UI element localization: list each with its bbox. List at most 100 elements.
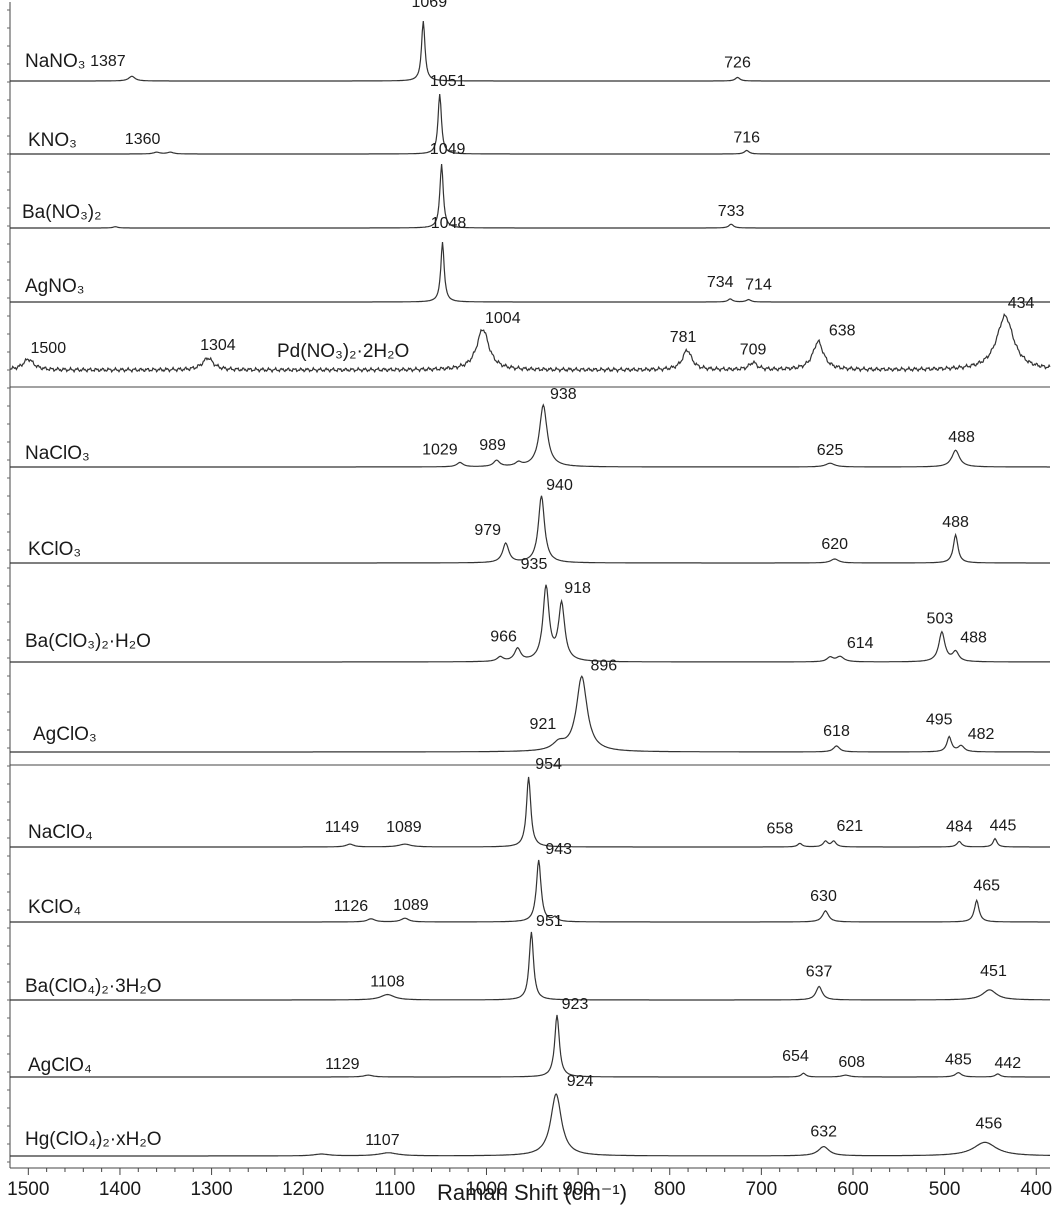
spectrum-trace — [10, 776, 1050, 848]
peak-label: 1149 — [325, 819, 360, 836]
peak-label: 1049 — [430, 141, 466, 158]
spectrum: KNO₃ 1360 1051 716 — [10, 73, 1050, 155]
spectrum: Ba(ClO₃)₂·H₂O 966 935 918 614 503 488 — [10, 556, 1050, 663]
peak-label: 1360 — [125, 131, 161, 148]
peak-label: 434 — [1008, 295, 1035, 312]
sample-label: AgNO₃ — [25, 276, 84, 297]
peak-label: 943 — [545, 841, 572, 858]
spectrum-trace — [10, 675, 1050, 753]
sample-label: Ba(ClO₄)₂·3H₂O — [25, 976, 162, 997]
peak-label: 951 — [536, 913, 563, 930]
peak-label: 620 — [821, 536, 848, 553]
spectrum: AgClO₄ 1129 923 654 608 485 442 — [10, 996, 1050, 1078]
peak-label: 658 — [767, 820, 794, 837]
peak-label: 781 — [670, 329, 697, 346]
peak-label: 488 — [948, 429, 975, 446]
sample-label: Hg(ClO₄)₂·xH₂O — [25, 1129, 162, 1150]
x-tick-label: 1200 — [282, 1179, 324, 1200]
peak-label: 733 — [718, 203, 745, 220]
peak-label: 918 — [564, 580, 591, 597]
spectrum-trace — [10, 241, 1050, 303]
left-axis-minor-ticks — [7, 9, 10, 1163]
peak-label: 618 — [823, 723, 850, 740]
peak-label: 989 — [479, 437, 506, 454]
peak-label: 1051 — [430, 73, 466, 90]
peak-label: 966 — [490, 629, 517, 646]
peak-label: 1069 — [412, 0, 448, 11]
x-tick-label: 1400 — [99, 1179, 141, 1200]
spectrum-trace — [10, 20, 1050, 82]
peak-label: 924 — [567, 1073, 594, 1090]
peak-label: 621 — [836, 818, 863, 835]
peak-label: 940 — [546, 477, 573, 494]
x-tick-label: 1300 — [190, 1179, 232, 1200]
peak-label: 921 — [530, 716, 557, 733]
peak-label: 1004 — [485, 310, 521, 327]
peak-label: 1500 — [31, 340, 67, 357]
x-tick-label: 900 — [562, 1179, 594, 1200]
sample-label: KClO₄ — [28, 897, 81, 918]
sample-label: AgClO₄ — [28, 1055, 92, 1076]
spectrum-trace — [10, 93, 1050, 155]
peak-label: 638 — [829, 323, 856, 340]
peak-label: 1387 — [90, 53, 126, 70]
peak-label: 935 — [521, 556, 548, 573]
sample-label: Ba(NO₃)₂ — [22, 202, 102, 223]
spectrum-trace — [10, 495, 1050, 564]
x-axis-label: Raman Shift (cm⁻¹) — [437, 1180, 627, 1205]
spectrum: KClO₃ 979 940 620 488 — [10, 477, 1050, 564]
peak-label: 495 — [926, 711, 953, 728]
peak-label: 979 — [474, 522, 501, 539]
spectrum-trace — [9, 313, 1051, 374]
spectrum-trace — [10, 1014, 1050, 1078]
x-tick-label: 1000 — [465, 1179, 507, 1200]
peak-label: 734 — [707, 274, 734, 291]
peak-label: 445 — [990, 818, 1017, 835]
peak-label: 456 — [976, 1115, 1003, 1132]
x-tick-label: 1100 — [374, 1179, 415, 1200]
peak-label: 488 — [942, 514, 969, 531]
sample-label: KClO₃ — [28, 539, 81, 560]
x-tick-label: 400 — [1020, 1179, 1052, 1200]
peak-label: 608 — [838, 1054, 865, 1071]
peak-label: 1129 — [325, 1056, 360, 1073]
peak-label: 625 — [817, 442, 844, 459]
peak-label: 630 — [810, 888, 837, 905]
peak-label: 1108 — [370, 974, 405, 991]
sample-label: NaClO₃ — [25, 443, 90, 464]
peak-label: 482 — [968, 726, 995, 743]
spectrum: AgNO₃ 1048 734 714 — [10, 215, 1050, 303]
peak-label: 709 — [740, 341, 767, 358]
spectrum-trace — [10, 163, 1050, 229]
spectrum: Ba(NO₃)₂ 1049 733 — [10, 141, 1050, 229]
peak-label: 1089 — [386, 819, 422, 836]
peak-label: 1048 — [431, 215, 467, 232]
sample-label: NaClO₄ — [28, 822, 93, 843]
peak-label: 451 — [980, 963, 1007, 980]
peak-label: 954 — [535, 756, 562, 773]
spectra-layer: NaNO₃ 1387 1069 726 KNO₃ 1360 1051 716 Ba(NO₃)₂ 1… — [9, 0, 1051, 1157]
sample-label: KNO₃ — [28, 130, 77, 151]
spectrum: Ba(ClO₄)₂·3H₂O 1108 951 637 451 — [10, 913, 1050, 1001]
x-tick-label: 700 — [746, 1179, 778, 1200]
peak-label: 714 — [745, 277, 772, 294]
peak-label: 1304 — [200, 337, 236, 354]
peak-label: 637 — [806, 963, 833, 980]
peak-label: 923 — [562, 996, 589, 1013]
spectrum-trace — [10, 584, 1050, 663]
x-axis: 1500 1400 1300 1200 1100 1000 900 800 700 600 500 4… — [7, 1168, 1052, 1200]
x-tick-label: 1500 — [7, 1179, 49, 1200]
peak-label: 503 — [927, 611, 954, 628]
spectrum: NaNO₃ 1387 1069 726 — [10, 0, 1050, 82]
sample-label: AgClO₃ — [33, 724, 97, 745]
peak-label: 442 — [994, 1055, 1021, 1072]
spectrum: NaClO₄ 1149 1089 954 658 621 484 445 — [10, 756, 1050, 848]
peak-label: 632 — [810, 1124, 837, 1141]
spectrum-trace — [10, 1093, 1050, 1157]
peak-label: 488 — [960, 629, 987, 646]
spectrum: KClO₄ 1126 1089 943 630 465 — [10, 841, 1050, 923]
spectrum: Pd(NO₃)₂·2H₂O 1500 1304 1004 781 709 638 434 — [9, 295, 1051, 374]
x-tick-label: 600 — [837, 1179, 869, 1200]
peak-label: 1126 — [334, 898, 369, 915]
